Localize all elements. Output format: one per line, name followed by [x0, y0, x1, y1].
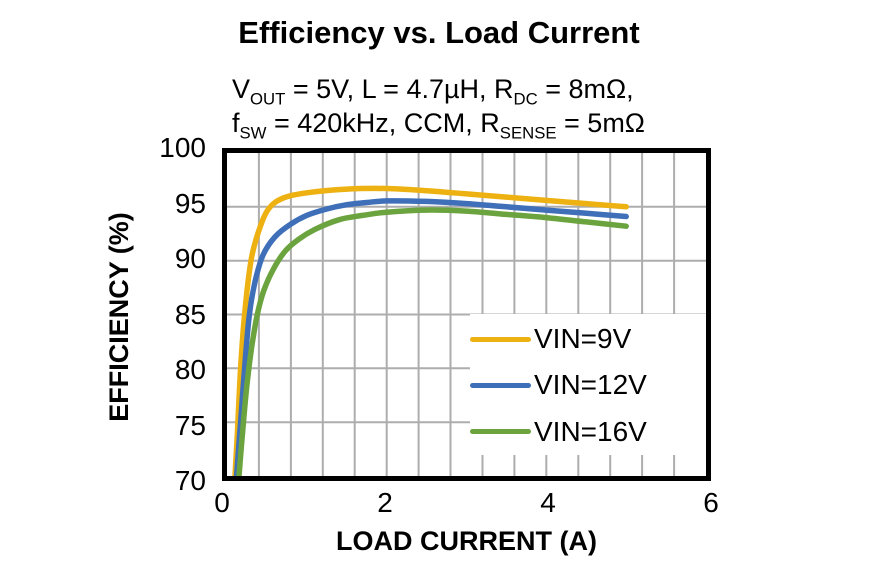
subtitle-subscript: SW [239, 123, 267, 143]
y-tick-label: 95 [174, 187, 206, 219]
subtitle-subscript: SENSE [499, 123, 557, 143]
chart-subtitle: VOUT = 5V, L = 4.7µH, RDC = 8mΩ, fSW = 42… [232, 72, 645, 143]
series-line-vin-16v [236, 207, 629, 476]
y-tick-label: 90 [174, 243, 206, 274]
legend-swatch-vin-9v [470, 336, 531, 342]
legend-item-vin-16v: VIN=16V [470, 415, 706, 447]
x-tick-label: 6 [703, 487, 719, 518]
x-tick-label: 2 [377, 487, 393, 518]
legend-swatch-vin-16v [470, 429, 531, 435]
subtitle-text: = 8mΩ, [537, 74, 634, 104]
legend-item-vin-12v: VIN=12V [470, 371, 706, 399]
subtitle-text: = 420kHz, CCM, R [266, 108, 500, 138]
x-axis-title: LOAD CURRENT (A) [336, 526, 597, 556]
subtitle-text: = 5mΩ [556, 108, 645, 138]
legend-item-vin-9v: VIN=9V [470, 325, 706, 353]
y-tick-label: 80 [174, 354, 206, 385]
legend-label: VIN=9V [534, 323, 632, 355]
legend-label: VIN=12V [534, 369, 647, 401]
legend-label: VIN=16V [534, 415, 647, 447]
y-tick-label: 75 [174, 409, 206, 441]
series-line-vin-12v [233, 198, 629, 476]
subtitle-subscript: DC [513, 89, 538, 109]
legend: VIN=9V VIN=12V VIN=16V [470, 314, 706, 455]
subtitle-text: V [232, 74, 251, 104]
y-tick-label: 85 [174, 298, 206, 330]
x-tick-label: 4 [540, 487, 556, 518]
series-line-vin-9v [232, 185, 629, 476]
subtitle-text: = 5V, L = 4.7µH, R [285, 74, 514, 104]
legend-swatch-vin-12v [470, 382, 531, 388]
chart-title: Efficiency vs. Load Current [238, 15, 640, 50]
subtitle-subscript: OUT [250, 89, 286, 109]
subtitle-text: f [232, 108, 240, 138]
y-tick-label: 70 [174, 465, 206, 496]
plot-area: VIN=9V VIN=12V VIN=16V [222, 148, 711, 481]
x-tick-label: 0 [214, 487, 230, 518]
y-tick-label: 100 [159, 132, 206, 163]
